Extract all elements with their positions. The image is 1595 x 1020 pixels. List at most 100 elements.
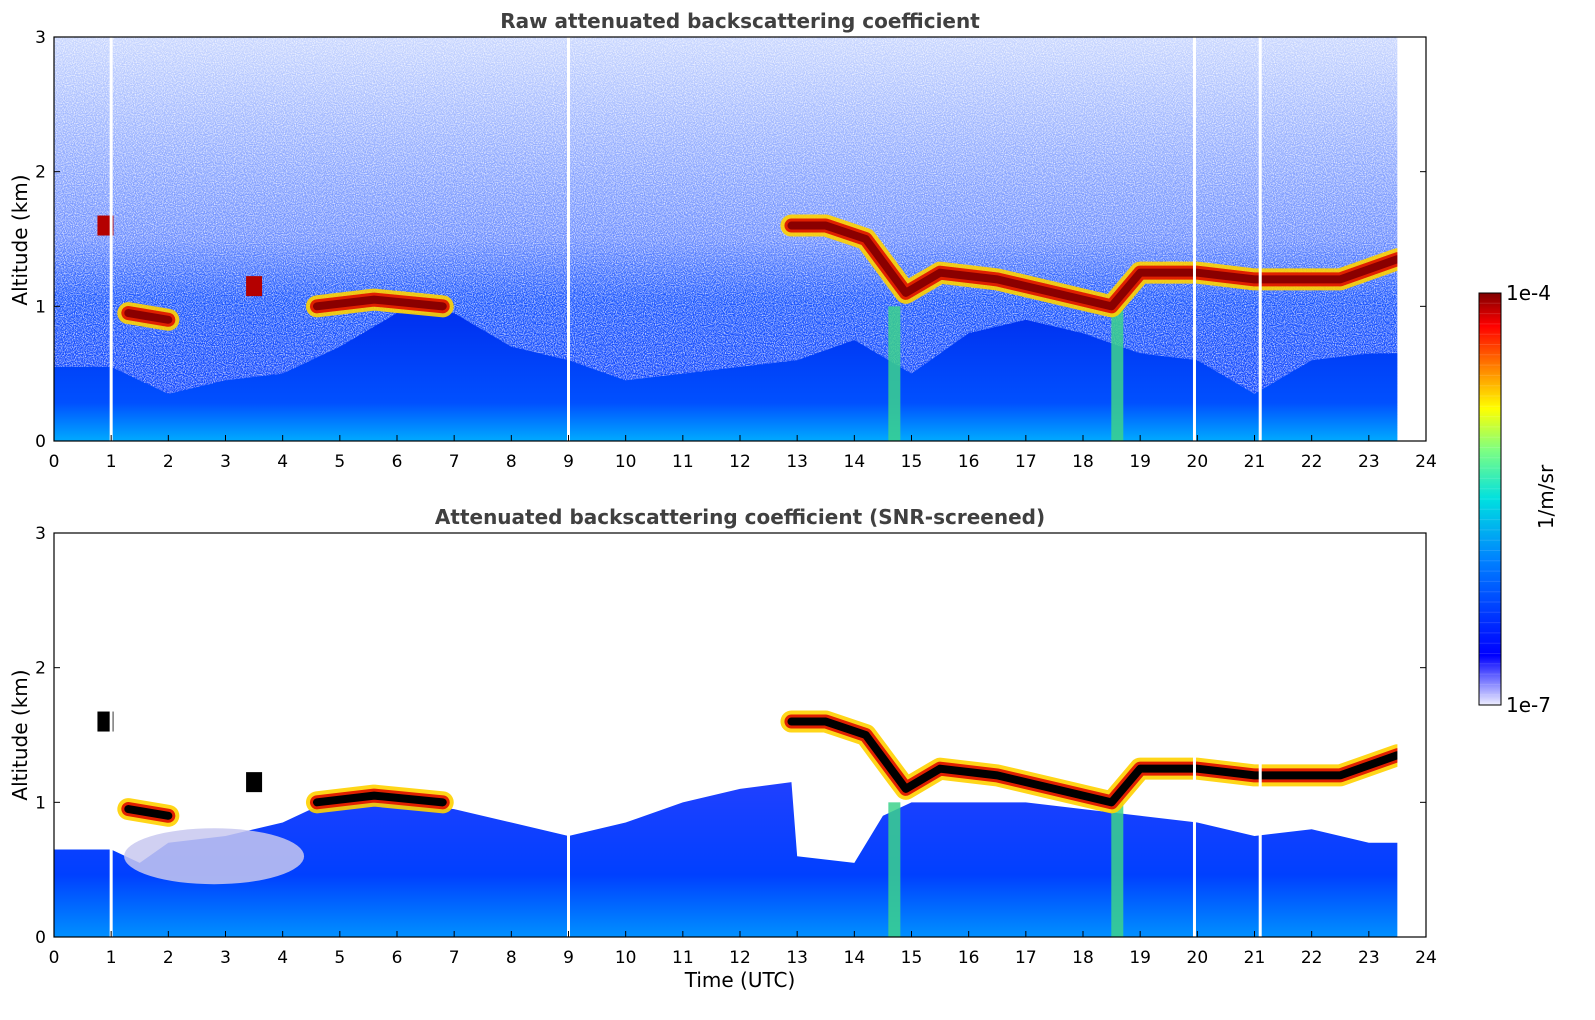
- raw-boundary-layer: [54, 313, 1398, 441]
- panel-screened-xlabel: Time (UTC): [684, 968, 796, 992]
- x-tick-label: 19: [1129, 452, 1151, 472]
- x-tick-label: 20: [1187, 452, 1209, 472]
- x-tick-label: 22: [1301, 452, 1323, 472]
- x-tick-label: 13: [786, 948, 808, 968]
- x-tick-label: 16: [958, 948, 980, 968]
- plume-1: [1111, 788, 1124, 937]
- colorbar-max-label: 1e-4: [1506, 281, 1551, 305]
- screened-haze-patch: [124, 828, 305, 885]
- x-tick-label: 8: [506, 452, 517, 472]
- y-tick-label: 3: [35, 28, 46, 48]
- panel-screened: 0 1 2 3 4 5 6 7 8 9 10 11 12 13 14 15 16 17 18 19 20 21 22 23 24…: [35, 524, 1437, 968]
- cloud-blob-0: [97, 711, 114, 732]
- x-tick-label: 14: [844, 452, 866, 472]
- colorbar-frame: [1478, 292, 1502, 706]
- x-tick-label: 1: [106, 948, 117, 968]
- x-tick-label: 5: [334, 452, 345, 472]
- plume-1: [1111, 292, 1124, 441]
- x-tick-label: 9: [563, 948, 574, 968]
- cloud-core-4: [787, 221, 1402, 311]
- x-tick-label: 10: [615, 948, 637, 968]
- y-tick-label: 2: [35, 659, 46, 679]
- x-tick-label: 0: [49, 452, 60, 472]
- x-tick-label: 24: [1415, 452, 1437, 472]
- x-tick-label: 4: [277, 452, 288, 472]
- cloud-core-1: [124, 309, 173, 324]
- no-data-region: [1397, 533, 1426, 937]
- x-tick-label: 7: [449, 452, 460, 472]
- panel-raw-title: Raw attenuated backscattering coefficien…: [500, 9, 980, 33]
- x-tick-label: 6: [392, 452, 403, 472]
- y-tick-label: 1: [35, 793, 46, 813]
- x-tick-label: 15: [901, 452, 923, 472]
- y-tick-label: 3: [35, 524, 46, 544]
- x-tick-label: 21: [1244, 452, 1266, 472]
- cloud-core-3: [312, 791, 447, 807]
- x-tick-label: 17: [1015, 452, 1037, 472]
- x-tick-label: 4: [277, 948, 288, 968]
- x-tick-label: 3: [220, 948, 231, 968]
- x-tick-label: 13: [786, 452, 808, 472]
- x-tick-label: 1: [106, 452, 117, 472]
- cloud-core-4: [787, 717, 1402, 807]
- y-tick-label: 0: [35, 432, 46, 452]
- x-tick-label: 8: [506, 948, 517, 968]
- x-tick-label: 0: [49, 948, 60, 968]
- cloud-core-3: [312, 295, 447, 311]
- x-tick-label: 12: [729, 452, 751, 472]
- data-gap-2: [1192, 533, 1196, 937]
- data-gap-1: [567, 533, 570, 937]
- no-data-region: [1397, 37, 1426, 441]
- cloud-core-1: [124, 805, 173, 820]
- x-tick-label: 21: [1244, 948, 1266, 968]
- screened-boundary-layer: [54, 782, 1398, 937]
- x-tick-label: 17: [1015, 948, 1037, 968]
- y-tick-label: 0: [35, 928, 46, 948]
- x-tick-label: 24: [1415, 948, 1437, 968]
- x-tick-label: 18: [1072, 948, 1094, 968]
- x-tick-label: 5: [334, 948, 345, 968]
- x-tick-label: 23: [1358, 948, 1380, 968]
- x-tick-label: 22: [1301, 948, 1323, 968]
- y-tick-label: 1: [35, 297, 46, 317]
- x-tick-label: 23: [1358, 452, 1380, 472]
- x-tick-label: 9: [563, 452, 574, 472]
- panel-screened-ylabel: Altitude (km): [8, 669, 32, 801]
- cloud-blob-2: [246, 772, 263, 793]
- cloud-blob-2: [246, 276, 263, 297]
- colorbar: [1478, 292, 1502, 706]
- panel-raw-ylabel: Altitude (km): [8, 174, 32, 306]
- plume-0: [888, 306, 901, 441]
- y-tick-label: 2: [35, 163, 46, 183]
- data-gap-2: [1192, 37, 1196, 441]
- plume-0: [888, 802, 901, 937]
- x-tick-label: 7: [449, 948, 460, 968]
- colorbar-label: 1/m/sr: [1534, 464, 1558, 530]
- x-tick-label: 20: [1187, 948, 1209, 968]
- cloud-blob-0: [97, 215, 114, 236]
- data-gap-3: [1258, 533, 1262, 937]
- x-tick-label: 12: [729, 948, 751, 968]
- colorbar-min-label: 1e-7: [1506, 693, 1551, 717]
- x-tick-label: 10: [615, 452, 637, 472]
- colorbar-gradient: [1479, 293, 1501, 705]
- data-gap-3: [1258, 37, 1262, 441]
- x-tick-label: 2: [163, 452, 174, 472]
- x-tick-label: 6: [392, 948, 403, 968]
- x-tick-label: 18: [1072, 452, 1094, 472]
- x-tick-label: 14: [844, 948, 866, 968]
- panel-raw: 0 1 2 3 4 5 6 7 8 9 10 11 12 13 14 15 16 17 18 19 20 21 22 23 24…: [35, 28, 1437, 472]
- data-gap-0: [109, 37, 113, 441]
- x-tick-label: 2: [163, 948, 174, 968]
- x-tick-label: 11: [672, 948, 694, 968]
- x-tick-label: 11: [672, 452, 694, 472]
- panel-screened-title: Attenuated backscattering coefficient (S…: [434, 505, 1046, 529]
- x-tick-label: 19: [1129, 948, 1151, 968]
- x-tick-label: 3: [220, 452, 231, 472]
- data-gap-1: [567, 37, 570, 441]
- x-tick-label: 15: [901, 948, 923, 968]
- data-gap-0: [109, 533, 113, 937]
- x-tick-label: 16: [958, 452, 980, 472]
